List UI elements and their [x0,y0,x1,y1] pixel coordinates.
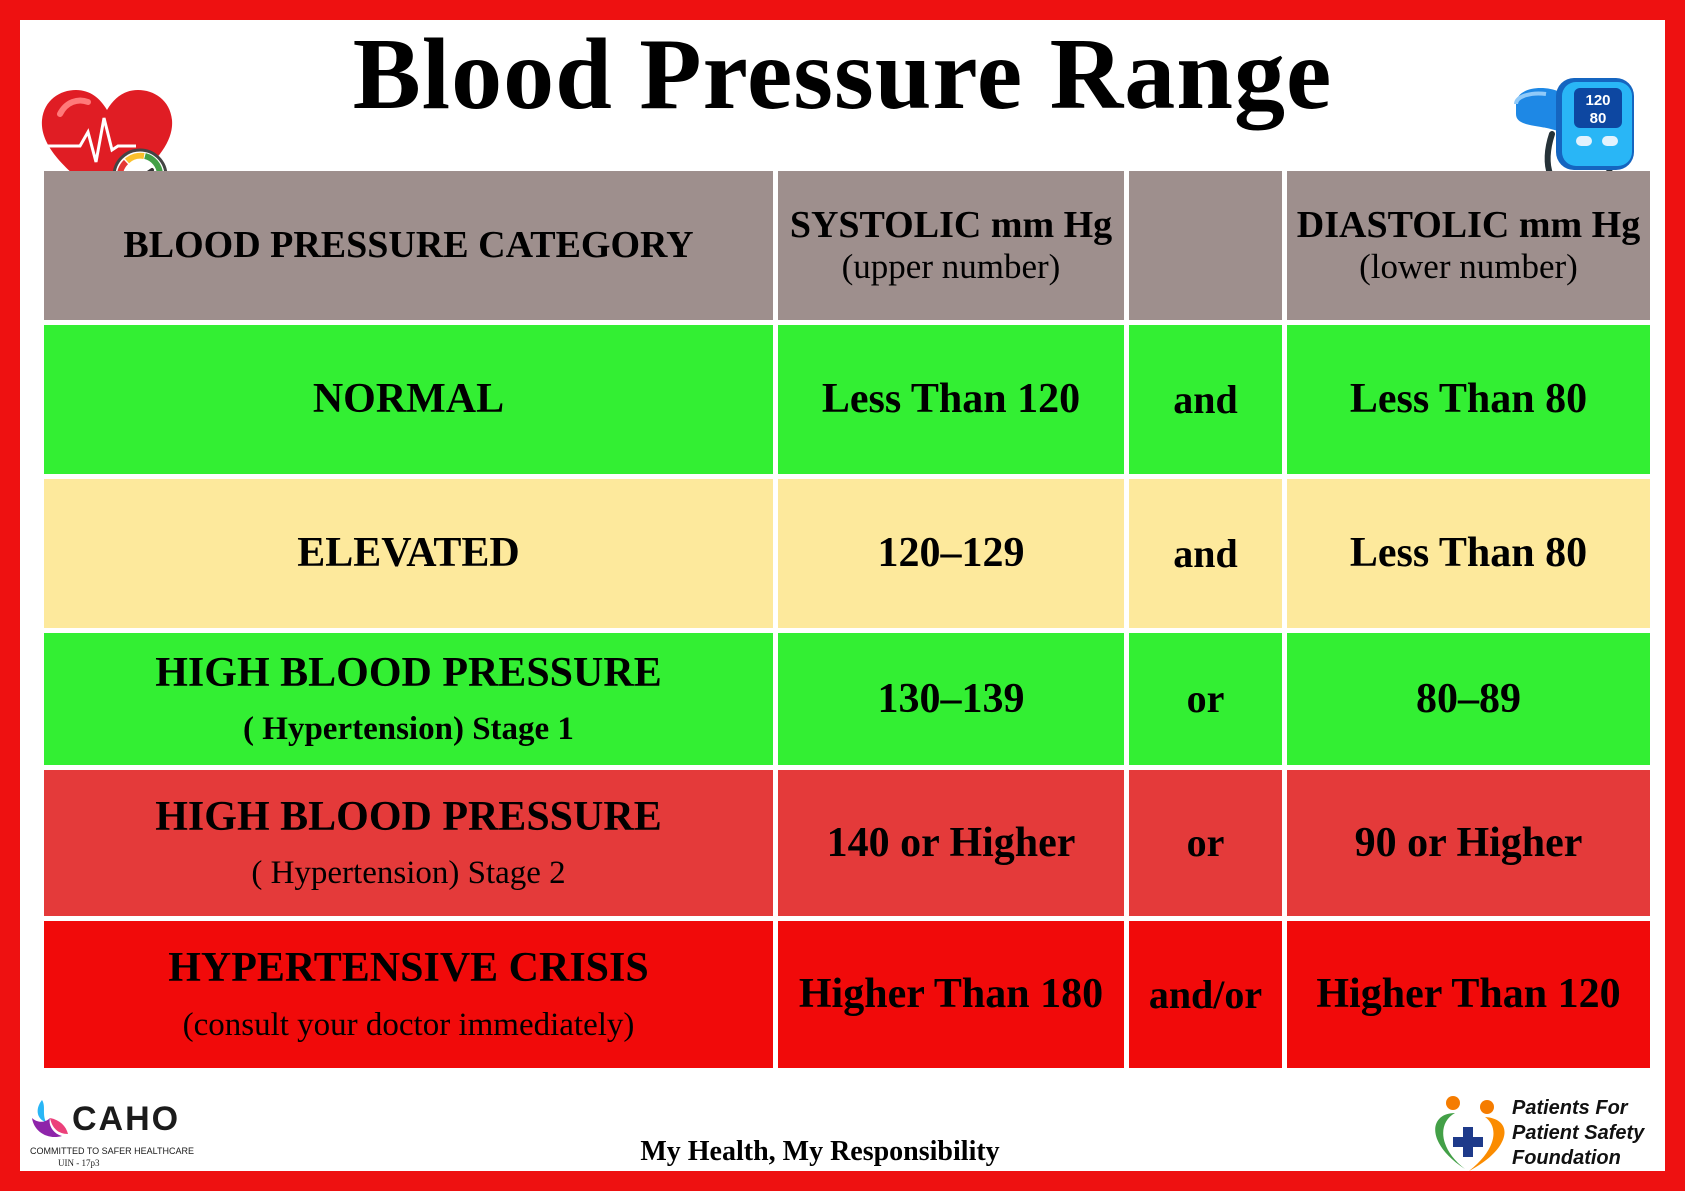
systolic-value: Higher Than 180 [798,971,1104,1018]
row-crisis-conjunction: and/or [1129,921,1282,1068]
category-label: HIGH BLOOD PRESSURE [155,649,662,696]
conjunction-label: or [1186,676,1225,721]
row-normal-conjunction: and [1129,325,1282,474]
row-stage1-systolic: 130–139 [778,633,1124,765]
header-systolic-sub: (upper number) [841,247,1061,287]
row-elevated-diastolic: Less Than 80 [1287,479,1650,628]
category-label: HYPERTENSIVE CRISIS [168,945,649,992]
systolic-value: Less Than 120 [821,376,1081,423]
category-sublabel: (consult your doctor immediately) [182,1006,635,1043]
category-label: ELEVATED [297,530,520,577]
bp-range-table: BLOOD PRESSURE CATEGORY SYSTOLIC mm Hg (… [44,171,1650,1068]
category-label: HIGH BLOOD PRESSURE [155,793,662,840]
footer-tagline: My Health, My Responsibility [640,1136,1000,1167]
conjunction-label: and [1173,530,1238,576]
row-elevated-conjunction: and [1129,479,1282,628]
row-elevated-systolic: 120–129 [778,479,1124,628]
category-sublabel: ( Hypertension) Stage 2 [251,855,566,892]
header-category-label: BLOOD PRESSURE CATEGORY [123,223,694,266]
header-systolic: SYSTOLIC mm Hg (upper number) [778,171,1124,320]
diastolic-value: Higher Than 120 [1316,971,1621,1018]
row-normal-diastolic: Less Than 80 [1287,325,1650,474]
systolic-value: 130–139 [877,675,1025,722]
row-stage2-category: HIGH BLOOD PRESSURE ( Hypertension) Stag… [44,770,773,916]
caho-name: CAHO [72,1100,181,1138]
conjunction-label: and/or [1148,971,1263,1017]
header-diastolic-label: DIASTOLIC mm Hg [1296,203,1641,246]
header-conjunction [1129,171,1282,320]
pps-line-1: Patients For [1512,1097,1628,1119]
systolic-value: 140 or Higher [826,819,1076,866]
row-crisis-diastolic: Higher Than 120 [1287,921,1650,1068]
header-diastolic: DIASTOLIC mm Hg (lower number) [1287,171,1650,320]
patient-safety-foundation-name: Patients For Patient Safety Foundation [1512,1096,1644,1171]
page-title: Blood Pressure Range [352,18,1333,131]
diastolic-value: Less Than 80 [1349,376,1588,423]
caho-logo-icon [32,1100,68,1138]
row-normal-category: NORMAL [44,325,773,474]
row-stage2-systolic: 140 or Higher [778,770,1124,916]
svg-text:80: 80 [1590,110,1607,127]
diastolic-value: 90 or Higher [1354,819,1583,866]
category-sublabel: ( Hypertension) Stage 1 [243,711,574,748]
diastolic-value: 80–89 [1416,675,1521,722]
row-stage1-conjunction: or [1129,633,1282,765]
row-stage1-category: HIGH BLOOD PRESSURE ( Hypertension) Stag… [44,633,773,765]
caho-tagline: COMMITTED TO SAFER HEALTHCARE [30,1146,195,1156]
header-diastolic-sub: (lower number) [1359,247,1578,287]
category-label: NORMAL [312,376,505,423]
systolic-value: 120–129 [877,530,1025,577]
conjunction-label: and [1173,376,1238,422]
row-elevated-category: ELEVATED [44,479,773,628]
diastolic-value: Less Than 80 [1349,530,1588,577]
header-systolic-label: SYSTOLIC mm Hg [789,203,1113,246]
conjunction-label: or [1186,820,1225,865]
patient-safety-logo-icon [1435,1096,1505,1171]
row-crisis-category: HYPERTENSIVE CRISIS (consult your doctor… [44,921,773,1068]
row-crisis-systolic: Higher Than 180 [778,921,1124,1068]
row-stage2-diastolic: 90 or Higher [1287,770,1650,916]
header-category: BLOOD PRESSURE CATEGORY [44,171,773,320]
row-normal-systolic: Less Than 120 [778,325,1124,474]
pps-line-3: Foundation [1512,1147,1621,1169]
pps-line-2: Patient Safety [1512,1122,1645,1144]
caho-uin: UIN - 17p3 [58,1158,100,1168]
row-stage1-diastolic: 80–89 [1287,633,1650,765]
row-stage2-conjunction: or [1129,770,1282,916]
svg-text:120: 120 [1585,92,1610,109]
blood-pressure-monitor-icon: 120 80 [1514,78,1634,196]
